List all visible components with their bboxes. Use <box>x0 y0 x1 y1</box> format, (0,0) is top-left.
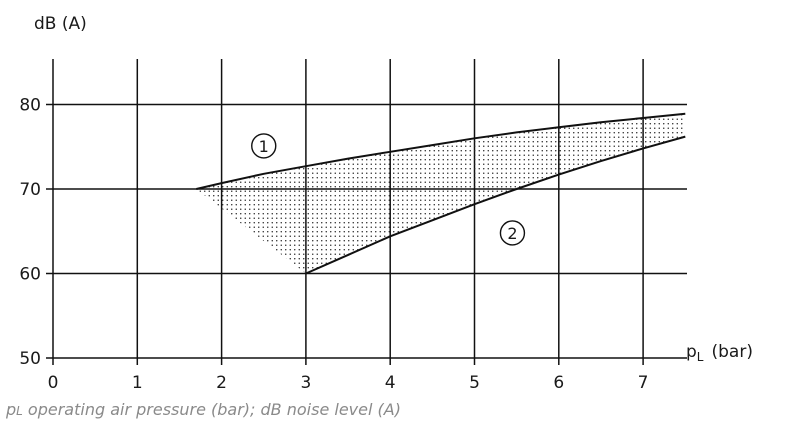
marker-label-2: 2 <box>507 224 517 243</box>
x-tick-label-5: 5 <box>469 373 480 393</box>
caption-subscript: L <box>16 404 23 418</box>
y-axis-label: dB (A) <box>34 14 87 34</box>
x-tick-label-0: 0 <box>48 373 59 393</box>
x-axis-label-symbol: p <box>686 342 697 362</box>
marker-circle-2 <box>499 220 526 246</box>
x-axis-label-subscript: L <box>697 350 704 364</box>
x-tick-label-1: 1 <box>132 373 143 393</box>
x-tick-label-7: 7 <box>638 373 649 393</box>
y-tick-label-70: 70 <box>19 180 41 200</box>
x-tick-label-2: 2 <box>216 373 227 393</box>
x-tick-label-6: 6 <box>553 373 564 393</box>
marker-circle-1 <box>251 133 277 159</box>
x-tick-label-3: 3 <box>300 373 311 393</box>
y-tick-label-50: 50 <box>19 349 41 369</box>
shaded-range-area <box>196 113 686 274</box>
curve-markers: 12 <box>251 133 526 246</box>
x-axis-label-unit: (bar) <box>711 342 752 362</box>
marker-label-1: 1 <box>259 137 269 156</box>
x-tick-label-4: 4 <box>385 373 396 393</box>
caption-symbol: p <box>6 400 17 419</box>
y-tick-label-60: 60 <box>19 265 41 285</box>
curve-1 <box>196 112 686 190</box>
figure-caption: pL operating air pressure (bar); dB nois… <box>6 400 401 419</box>
curves <box>196 112 686 275</box>
y-tick-label-80: 80 <box>19 96 41 116</box>
caption-text: operating air pressure (bar); dB noise l… <box>22 400 401 419</box>
curve-2 <box>305 135 686 275</box>
x-axis-label: pL (bar) <box>686 342 753 364</box>
